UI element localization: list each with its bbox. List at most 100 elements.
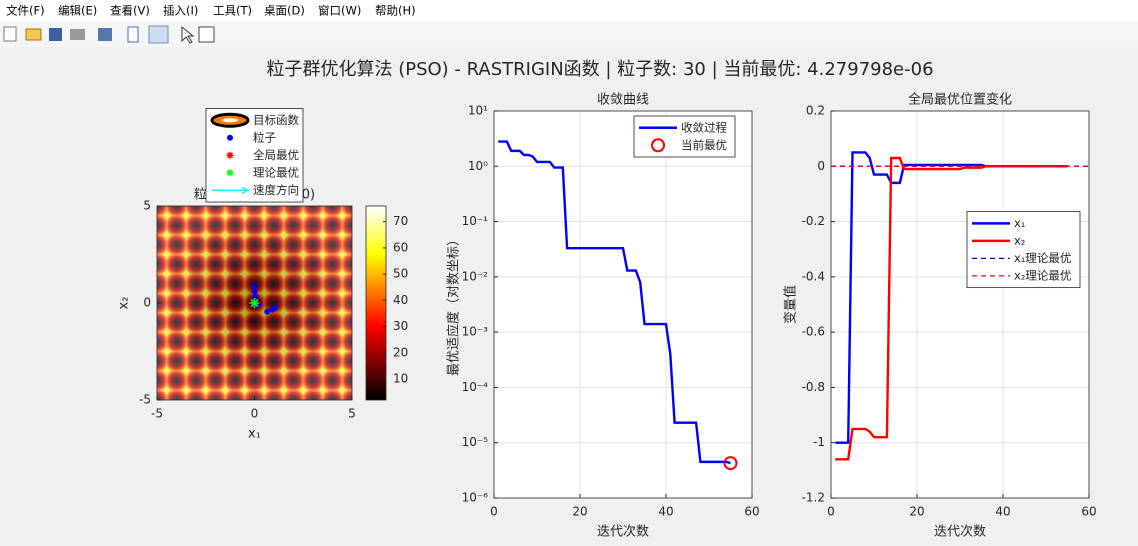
y-tick-label: -0.4 <box>802 269 825 283</box>
menu-item[interactable]: 桌面(D) <box>264 4 305 18</box>
legend-label: 收敛过程 <box>681 120 727 134</box>
y-tick-label: -5 <box>139 393 151 407</box>
legend-label: 目标函数 <box>253 113 299 127</box>
x-tick-label: 0 <box>251 407 259 421</box>
legend-symbol <box>212 186 250 194</box>
colorbar-icon[interactable] <box>127 26 139 43</box>
legend-label: 全局最优 <box>253 148 299 162</box>
legend-label: 理论最优 <box>253 165 299 179</box>
series-line <box>498 140 731 465</box>
series-line <box>835 156 1068 461</box>
new-icon[interactable] <box>3 26 17 42</box>
menu-item[interactable]: 插入(I) <box>163 4 198 18</box>
chart-title: 全局最优位置变化 <box>908 92 1012 108</box>
x-tick-label: 60 <box>1081 505 1096 519</box>
y-tick-label: 0 <box>817 159 825 173</box>
y-tick-label: 5 <box>143 199 151 213</box>
menu-item[interactable]: 查看(V) <box>110 4 150 18</box>
x-axis-label: x₁ <box>248 427 261 442</box>
colorbar-tick-label: 50 <box>393 267 408 281</box>
toolbar-icons <box>3 25 215 44</box>
axes-box <box>156 205 353 401</box>
open-icon[interactable] <box>25 28 42 41</box>
y-tick-label: 10⁻² <box>462 269 489 283</box>
colorbar-tick-label: 60 <box>393 240 408 254</box>
x-tick-label: 20 <box>572 505 587 519</box>
legend-box <box>205 108 304 203</box>
legend-label: 粒子 <box>253 130 276 144</box>
legend-box <box>633 115 736 158</box>
colorbar-tick-label: 40 <box>393 293 408 307</box>
axes-box <box>493 110 753 499</box>
x-tick-label: 20 <box>909 505 924 519</box>
y-tick-label: 0.2 <box>806 104 825 118</box>
legend-icon[interactable] <box>148 25 169 44</box>
link-icon[interactable] <box>98 28 112 41</box>
x-tick-label: 60 <box>744 505 759 519</box>
legend-symbol <box>226 169 234 177</box>
axes-box <box>830 110 1090 499</box>
y-tick-label: 10⁻⁵ <box>462 435 489 449</box>
colorbar-tick-label: 30 <box>393 319 408 333</box>
chart-title: 收敛曲线 <box>597 92 649 108</box>
x-tick-label: 0 <box>490 505 498 519</box>
particle <box>264 308 270 315</box>
menu-item[interactable]: 工具(T) <box>213 4 252 18</box>
menu-item[interactable]: 帮助(H) <box>375 4 416 18</box>
legend-symbol <box>227 134 233 141</box>
x-tick-label: 0 <box>827 505 835 519</box>
plot-area <box>494 111 752 498</box>
legend-label: x₁理论最优 <box>1014 251 1071 265</box>
menu-item[interactable]: 窗口(W) <box>318 4 361 18</box>
menu-bar <box>0 0 1138 21</box>
y-tick-label: 10⁻¹ <box>462 214 489 228</box>
y-tick-label: 10⁰ <box>468 159 488 173</box>
x-tick-label: 40 <box>658 505 673 519</box>
y-tick-label: -0.6 <box>802 325 825 339</box>
menu-item[interactable]: 编辑(E) <box>58 4 97 18</box>
best-marker <box>249 298 260 308</box>
legend-label: x₁ <box>1014 216 1025 230</box>
menu-item[interactable]: 文件(F) <box>6 4 45 18</box>
x-tick-label: 40 <box>995 505 1010 519</box>
legend-label: 当前最优 <box>681 138 727 152</box>
legend-symbol <box>222 118 238 123</box>
y-tick-label: 10⁻⁴ <box>462 380 489 394</box>
x-tick-label: -5 <box>151 407 163 421</box>
dock-icon[interactable] <box>198 26 215 43</box>
x-axis-label: 迭代次数 <box>597 524 649 540</box>
y-tick-label: -1.2 <box>802 491 825 505</box>
print-icon[interactable] <box>70 29 85 40</box>
particle <box>251 283 258 290</box>
save-icon[interactable] <box>49 28 62 41</box>
y-tick-label: -0.2 <box>802 214 825 228</box>
legend-label: x₂ <box>1014 233 1025 247</box>
pointer-icon[interactable] <box>181 25 195 44</box>
y-tick-label: 10⁻⁶ <box>462 491 489 505</box>
legend-label: x₂理论最优 <box>1014 268 1071 282</box>
colorbar-tick-label: 70 <box>393 214 408 228</box>
particle <box>252 293 259 300</box>
legend-symbol <box>226 151 234 159</box>
y-tick-label: 10⁻³ <box>462 325 489 339</box>
y-axis-label: 变量值 <box>783 285 799 324</box>
colorbar <box>365 205 387 401</box>
current-best-marker <box>723 456 738 471</box>
toolbar <box>0 21 1138 47</box>
y-tick-label: 10¹ <box>468 104 488 118</box>
colorbar-tick-label: 20 <box>393 345 408 359</box>
y-tick-label: -0.8 <box>802 380 825 394</box>
x-axis-label: 迭代次数 <box>934 524 986 540</box>
legend-label: 速度方向 <box>253 183 299 197</box>
y-axis-label: x₂ <box>117 297 132 310</box>
particle <box>272 305 278 311</box>
y-tick-label: -1 <box>813 435 825 449</box>
figure-title: 粒子群优化算法 (PSO) - RASTRIGIN函数 | 粒子数: 30 | … <box>266 59 933 80</box>
y-axis-label: 最优适应度（对数坐标） <box>446 233 462 376</box>
particle <box>251 288 258 295</box>
x-tick-label: 5 <box>348 407 356 421</box>
colorbar-tick-label: 10 <box>393 372 408 386</box>
legend-symbol <box>651 138 665 153</box>
